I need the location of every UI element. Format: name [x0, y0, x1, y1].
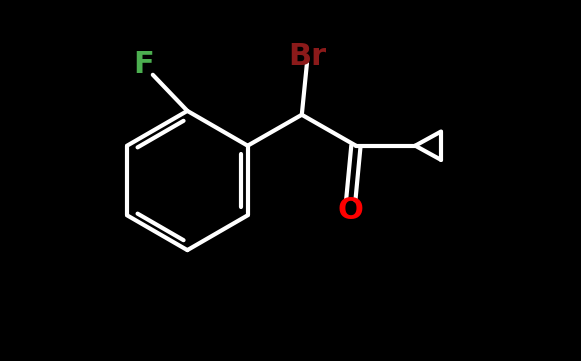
Text: F: F	[133, 50, 154, 79]
Text: O: O	[338, 196, 364, 225]
Text: Br: Br	[288, 42, 326, 71]
